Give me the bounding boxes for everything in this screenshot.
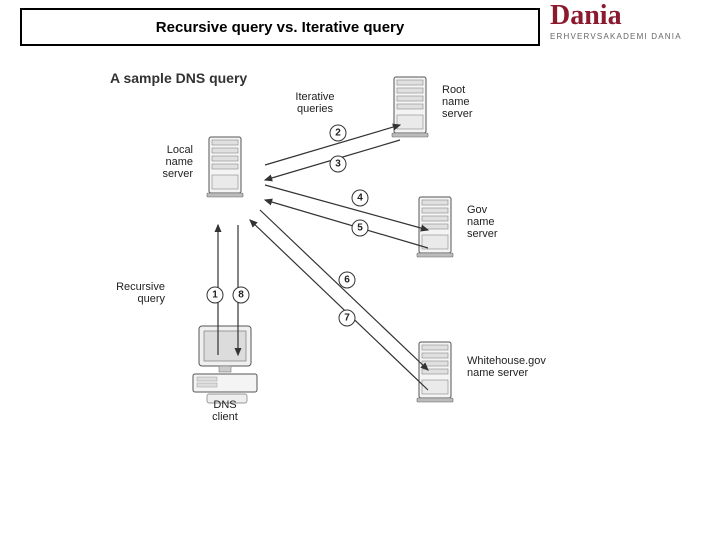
extra-label-0: Iterativequeries <box>295 91 334 115</box>
step-num-8: 8 <box>238 290 244 301</box>
edge-6 <box>260 210 428 370</box>
node-label-root: Rootnameserver <box>442 84 473 120</box>
extra-label-1: Recursivequery <box>116 281 165 305</box>
step-num-1: 1 <box>212 290 218 301</box>
step-num-2: 2 <box>335 128 341 139</box>
node-label-wh: Whitehouse.govname server <box>467 355 546 379</box>
diagram-canvas: DNSclient Localnameserver Rootnameserver Go… <box>110 70 570 470</box>
node-label-gov: Govnameserver <box>467 204 498 240</box>
step-num-3: 3 <box>335 159 341 170</box>
node-label-local: Localnameserver <box>162 144 193 180</box>
title-box: Recursive query vs. Iterative query <box>20 8 540 46</box>
edge-7 <box>250 220 428 390</box>
step-num-7: 7 <box>344 313 350 324</box>
page-title: Recursive query vs. Iterative query <box>156 19 404 36</box>
dns-diagram: A sample DNS query DNSclientLocalnameser… <box>110 70 570 490</box>
brand-logo: Dania ERHVERVSAKADEMI DANIA <box>550 2 710 41</box>
step-num-4: 4 <box>357 193 363 204</box>
node-label-client: DNSclient <box>212 399 238 423</box>
logo-brand: Dania <box>550 2 710 30</box>
step-num-6: 6 <box>344 275 350 286</box>
logo-sub: ERHVERVSAKADEMI DANIA <box>550 32 710 41</box>
step-num-5: 5 <box>357 223 363 234</box>
